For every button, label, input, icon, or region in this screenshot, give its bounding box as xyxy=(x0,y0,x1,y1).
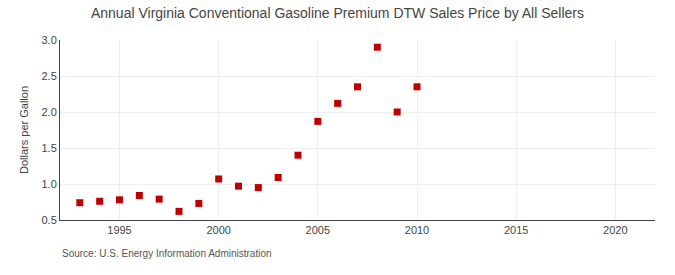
svg-text:2.5: 2.5 xyxy=(42,70,57,82)
svg-text:2015: 2015 xyxy=(504,224,528,236)
svg-text:2000: 2000 xyxy=(206,224,230,236)
svg-text:Source: U.S. Energy Informatio: Source: U.S. Energy Information Administ… xyxy=(62,248,272,259)
svg-text:Dollars per Gallon: Dollars per Gallon xyxy=(18,86,30,174)
svg-text:2020: 2020 xyxy=(603,224,627,236)
svg-text:2005: 2005 xyxy=(306,224,330,236)
svg-text:1995: 1995 xyxy=(107,224,131,236)
svg-text:1.5: 1.5 xyxy=(42,142,57,154)
svg-text:3.0: 3.0 xyxy=(42,34,57,46)
svg-text:2010: 2010 xyxy=(405,224,429,236)
svg-text:Annual Virginia Conventional G: Annual Virginia Conventional Gasoline Pr… xyxy=(91,5,584,21)
svg-text:2.0: 2.0 xyxy=(42,106,57,118)
svg-text:0.5: 0.5 xyxy=(42,214,57,226)
svg-text:1.0: 1.0 xyxy=(42,178,57,190)
